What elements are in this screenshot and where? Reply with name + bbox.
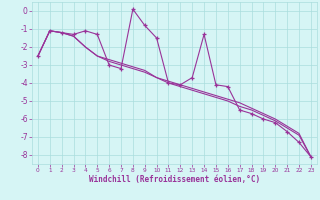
X-axis label: Windchill (Refroidissement éolien,°C): Windchill (Refroidissement éolien,°C) (89, 175, 260, 184)
